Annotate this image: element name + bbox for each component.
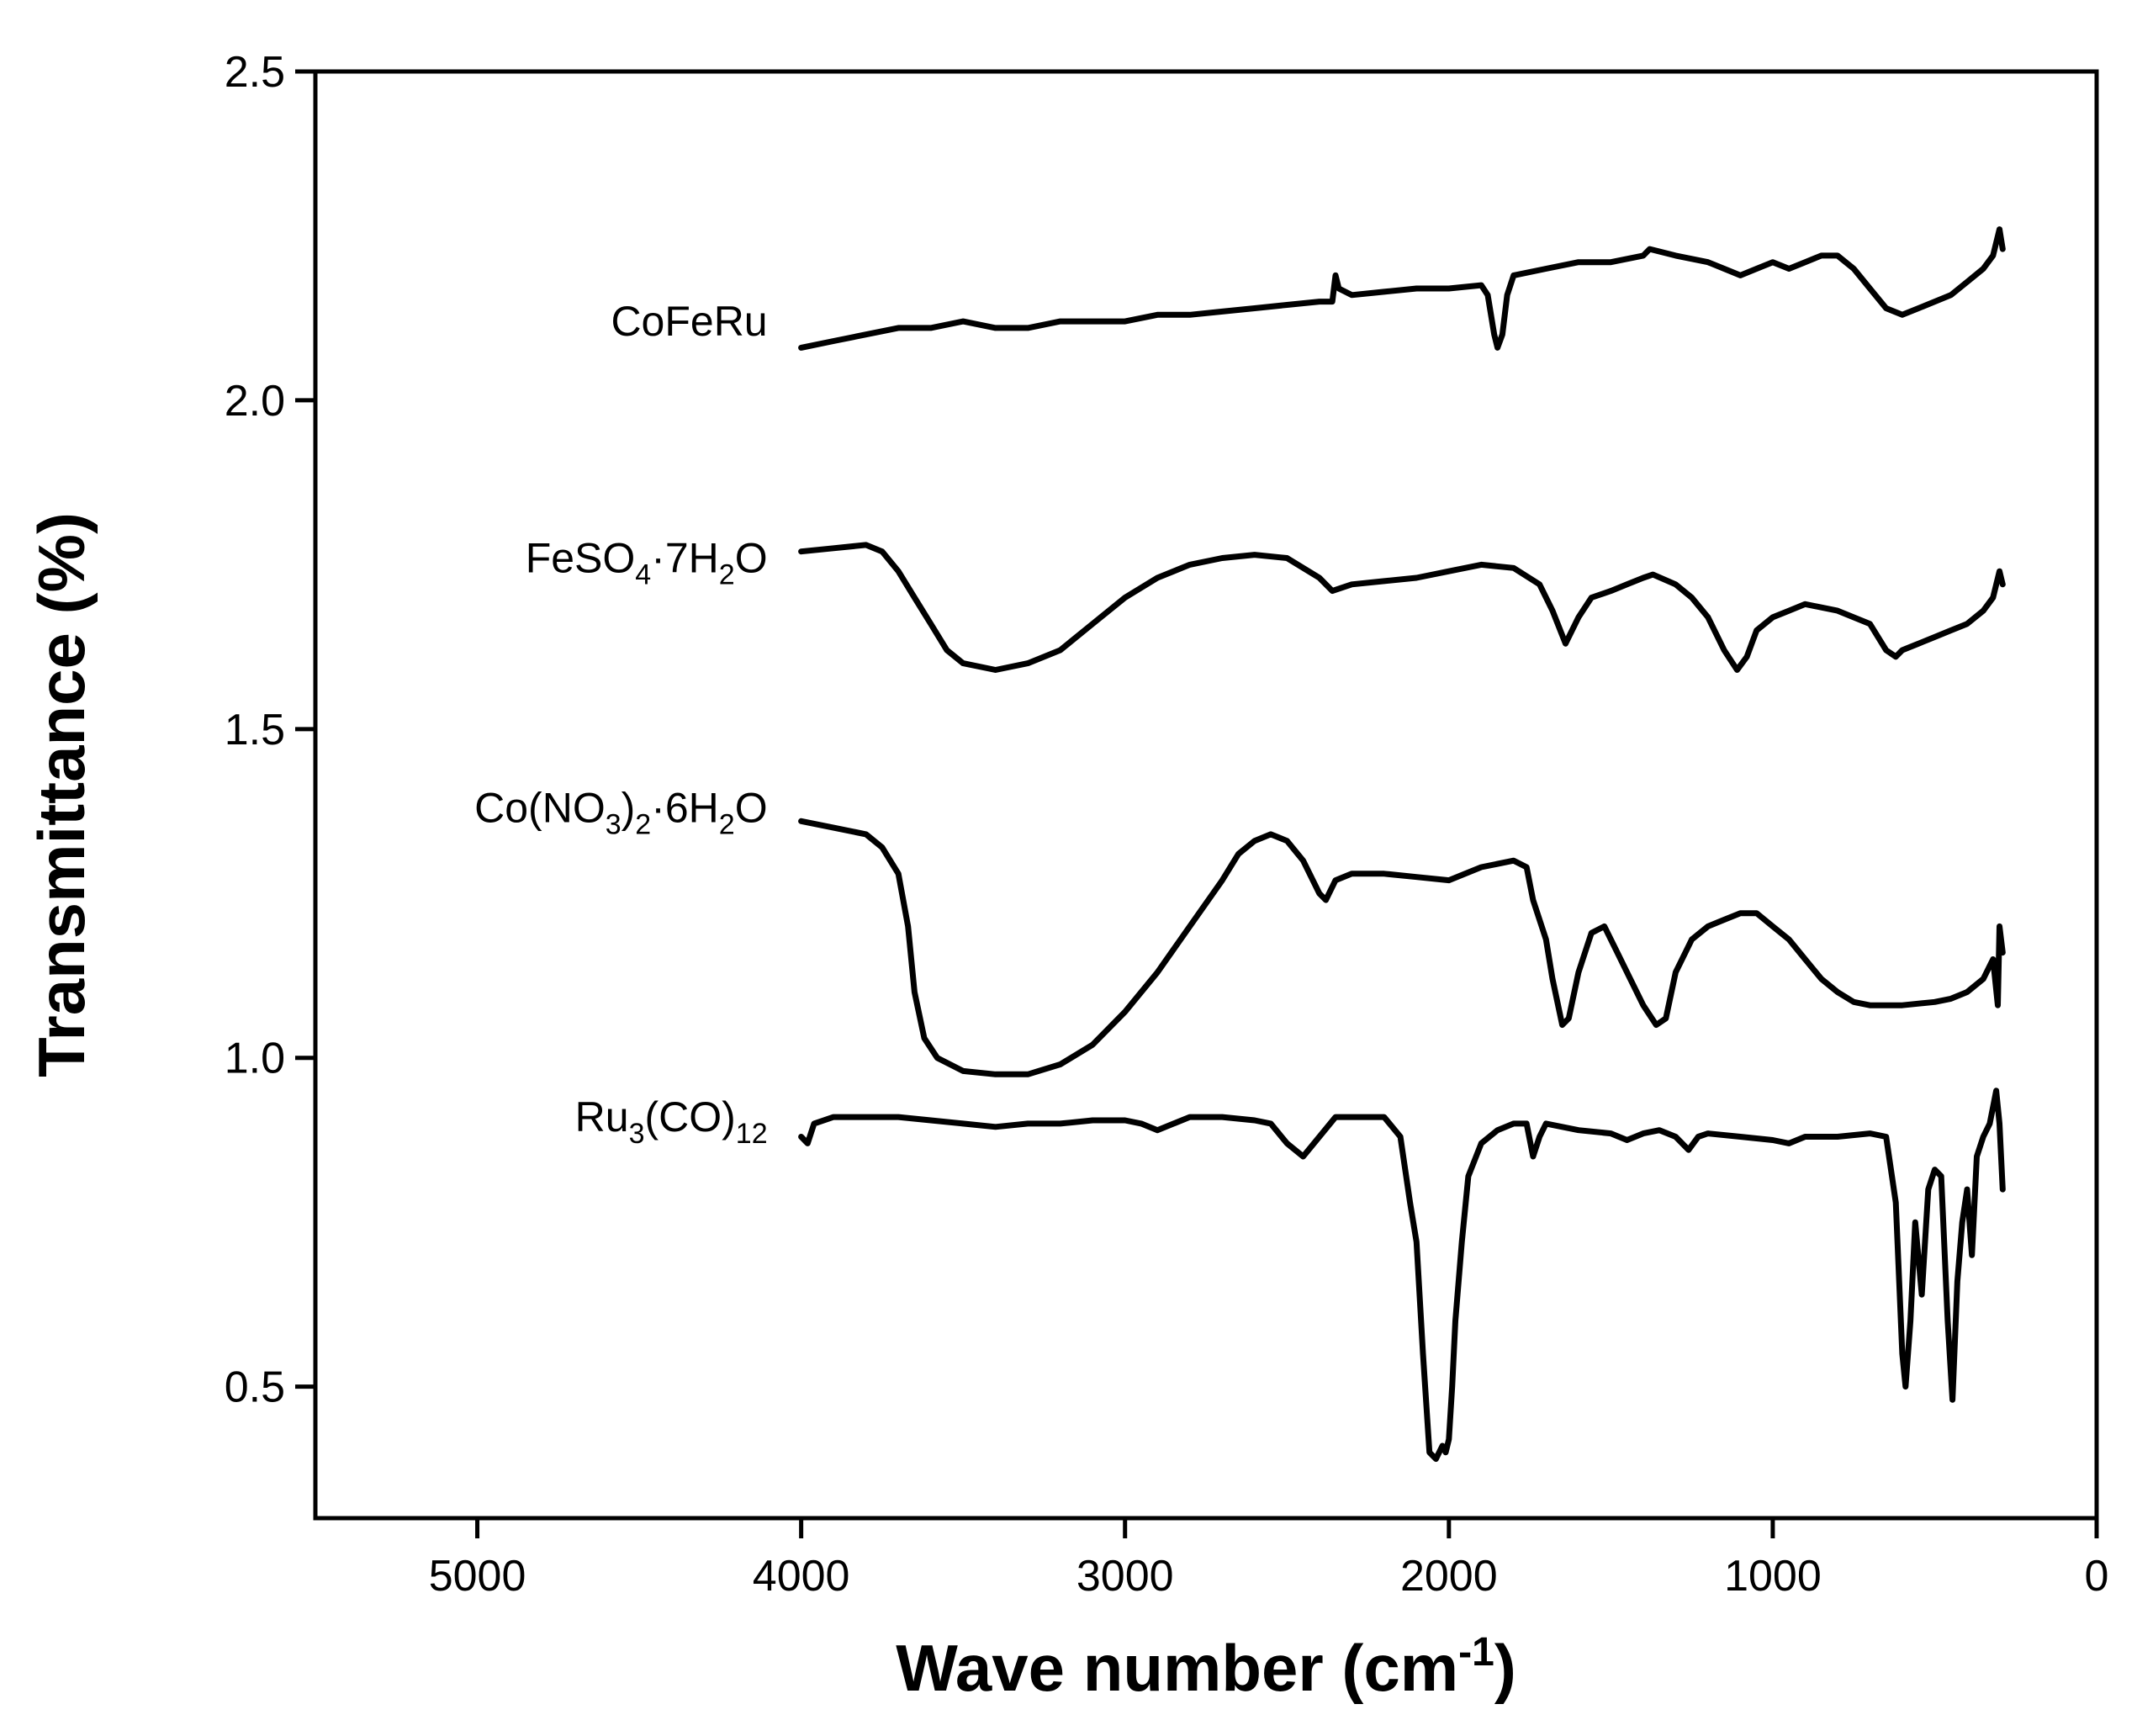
x-tick-label: 3000 [1076,1552,1174,1601]
series-label-part: ) [622,785,636,832]
x-axis: 5000 4000 3000 2000 1000 0 [429,1518,2109,1601]
series-label-part: O [735,535,768,582]
series-label: CoFeRu [611,298,767,345]
series-label-part: CoFeRu [611,298,767,345]
x-tick-label: 4000 [753,1552,850,1601]
x-tick-label: 0 [2085,1552,2109,1601]
x-axis-title-sup: -1 [1458,1630,1494,1675]
series-label: FeSO4·7H2O [526,535,768,591]
y-tick-label: 1.5 [225,706,285,754]
series-label-part: 2 [719,809,735,841]
series-label-part: Co(NO [474,785,606,832]
x-axis-title-main: Wave number (cm [896,1631,1458,1705]
series-line [798,1088,2006,1463]
series-label-part: FeSO [526,535,636,582]
x-tick-label: 5000 [429,1552,526,1601]
series-label-part: (CO) [644,1093,735,1141]
series-label-part: 12 [736,1118,768,1150]
series-label-part: O [735,785,768,832]
y-tick-label: 0.5 [225,1363,285,1412]
series-line [798,542,2006,673]
y-axis-title: Transmittance (%) [24,512,98,1077]
series-group [798,226,2006,1463]
y-tick-label: 2.5 [225,48,285,97]
series-label-part: ·7H [651,535,719,582]
series-line [798,818,2006,1077]
series-label-part: 2 [635,809,651,841]
y-tick-label: 1.0 [225,1035,285,1083]
plot-frame [313,69,2099,1521]
y-axis: 0.5 1.0 1.5 2.0 2.5 [225,48,315,1412]
x-tick-label: 2000 [1400,1552,1498,1601]
series-label-part: 3 [629,1118,645,1150]
x-axis-title-close: ) [1494,1631,1516,1705]
y-tick-label: 2.0 [225,377,285,426]
series-label-part: 4 [635,559,651,591]
series-label-part: 2 [719,559,735,591]
series-label: Co(NO3)2·6H2O [474,785,767,841]
x-axis-title: Wave number (cm-1) [896,1630,1516,1705]
series-line [798,226,2006,351]
x-tick-label: 1000 [1724,1552,1822,1601]
series-label-part: Ru [575,1093,629,1141]
series-label: Ru3(CO)12 [575,1093,768,1150]
series-label-part: 3 [606,809,622,841]
series-label-part: ·6H [651,785,719,832]
